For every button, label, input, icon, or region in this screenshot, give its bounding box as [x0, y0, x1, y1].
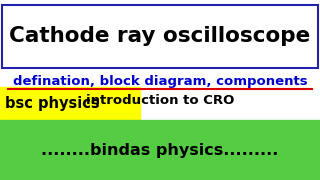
Bar: [2, 5, 318, 68]
Text: ........bindas physics.........: ........bindas physics.........: [41, 143, 279, 158]
Text: bsc physics: bsc physics: [5, 96, 100, 111]
Text: defination, block diagram, components: defination, block diagram, components: [13, 75, 307, 89]
Bar: [0, 120, 320, 180]
Text: introduction to CRO: introduction to CRO: [86, 93, 234, 107]
Text: Cathode ray oscilloscope: Cathode ray oscilloscope: [9, 26, 311, 46]
Bar: [0, 87, 140, 120]
